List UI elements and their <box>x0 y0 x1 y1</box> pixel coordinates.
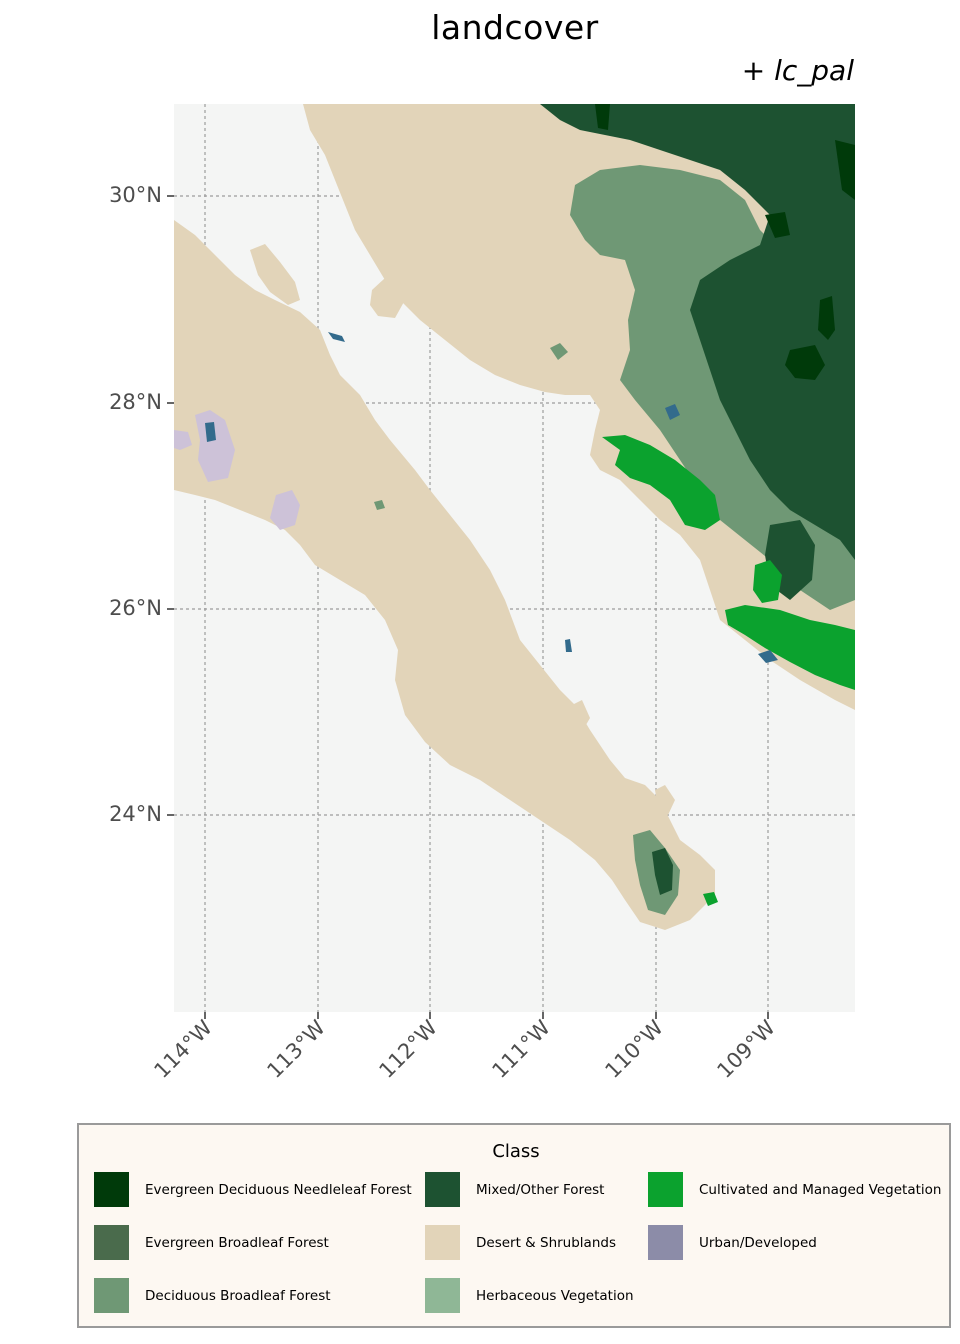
legend-label: Deciduous Broadleaf Forest <box>145 1287 331 1304</box>
legend-swatch <box>425 1225 460 1260</box>
water-patch-4 <box>565 639 572 652</box>
urban-area-west <box>174 430 192 450</box>
needleleaf-patch-5 <box>765 212 790 238</box>
legend-label: Urban/Developed <box>699 1234 817 1251</box>
legend-item-cultivated: Cultivated and Managed Vegetation <box>648 1172 941 1207</box>
needleleaf-patch-1 <box>785 345 825 380</box>
water-patch-5 <box>758 650 778 663</box>
peninsula-deciduous-patch-2 <box>550 343 568 360</box>
legend-item-herbaceous: Herbaceous Vegetation <box>425 1278 634 1313</box>
legend-label: Mixed/Other Forest <box>476 1181 605 1198</box>
cultivated-region-north <box>602 435 720 530</box>
island-espiritu <box>655 785 675 815</box>
cultivated-region-south <box>725 605 855 690</box>
island-tiburon <box>370 278 405 318</box>
y-label-30: 30°N <box>109 183 162 207</box>
island-carmen <box>572 700 590 730</box>
legend-swatch <box>94 1225 129 1260</box>
legend-item-needleleaf: Evergreen Deciduous Needleleaf Forest <box>94 1172 412 1207</box>
legend-label: Cultivated and Managed Vegetation <box>699 1181 942 1198</box>
legend-item-urban: Urban/Developed <box>648 1225 817 1260</box>
legend-swatch <box>94 1278 129 1313</box>
legend-swatch <box>425 1172 460 1207</box>
legend-item-mixed: Mixed/Other Forest <box>425 1172 604 1207</box>
legend-label: Herbaceous Vegetation <box>476 1287 634 1304</box>
legend-swatch <box>648 1172 683 1207</box>
x-axis-ticks <box>204 1012 769 1019</box>
y-axis-ticks <box>167 195 174 816</box>
legend-item-evergreen-broadleaf: Evergreen Broadleaf Forest <box>94 1225 329 1260</box>
legend-swatch <box>648 1225 683 1260</box>
urban-area-coast <box>270 490 300 530</box>
legend-swatch <box>425 1278 460 1313</box>
water-patch-1 <box>665 404 680 420</box>
peninsula-desert <box>174 220 715 930</box>
peninsula-deciduous-patch-1 <box>374 500 385 510</box>
y-label-28: 28°N <box>109 390 162 414</box>
legend-item-desert: Desert & Shrublands <box>425 1225 616 1260</box>
water-patch-3 <box>328 332 345 342</box>
needleleaf-patch-4 <box>595 104 610 130</box>
legend-title: Class <box>492 1141 540 1162</box>
cultivated-patch-mid <box>753 560 782 603</box>
map-title: landcover <box>431 8 599 47</box>
needleleaf-patch-2 <box>818 296 835 340</box>
island-angel <box>250 244 300 305</box>
needleleaf-patch-3 <box>835 140 855 200</box>
legend: Class Evergreen Deciduous Needleleaf For… <box>77 1123 951 1328</box>
map-subtitle: + lc_pal <box>741 54 854 87</box>
legend-label: Evergreen Broadleaf Forest <box>145 1234 329 1251</box>
legend-swatch <box>94 1172 129 1207</box>
landcover-map <box>167 104 855 1019</box>
cabo-cultivated-patch <box>703 892 718 906</box>
y-label-24: 24°N <box>109 802 162 826</box>
legend-label: Evergreen Deciduous Needleleaf Forest <box>145 1181 412 1198</box>
legend-item-deciduous-broadleaf: Deciduous Broadleaf Forest <box>94 1278 331 1313</box>
legend-label: Desert & Shrublands <box>476 1234 616 1251</box>
y-label-26: 26°N <box>109 596 162 620</box>
water-patch-2 <box>205 422 216 442</box>
cabo-mixed-region <box>652 848 673 895</box>
urban-area-north <box>195 410 235 482</box>
